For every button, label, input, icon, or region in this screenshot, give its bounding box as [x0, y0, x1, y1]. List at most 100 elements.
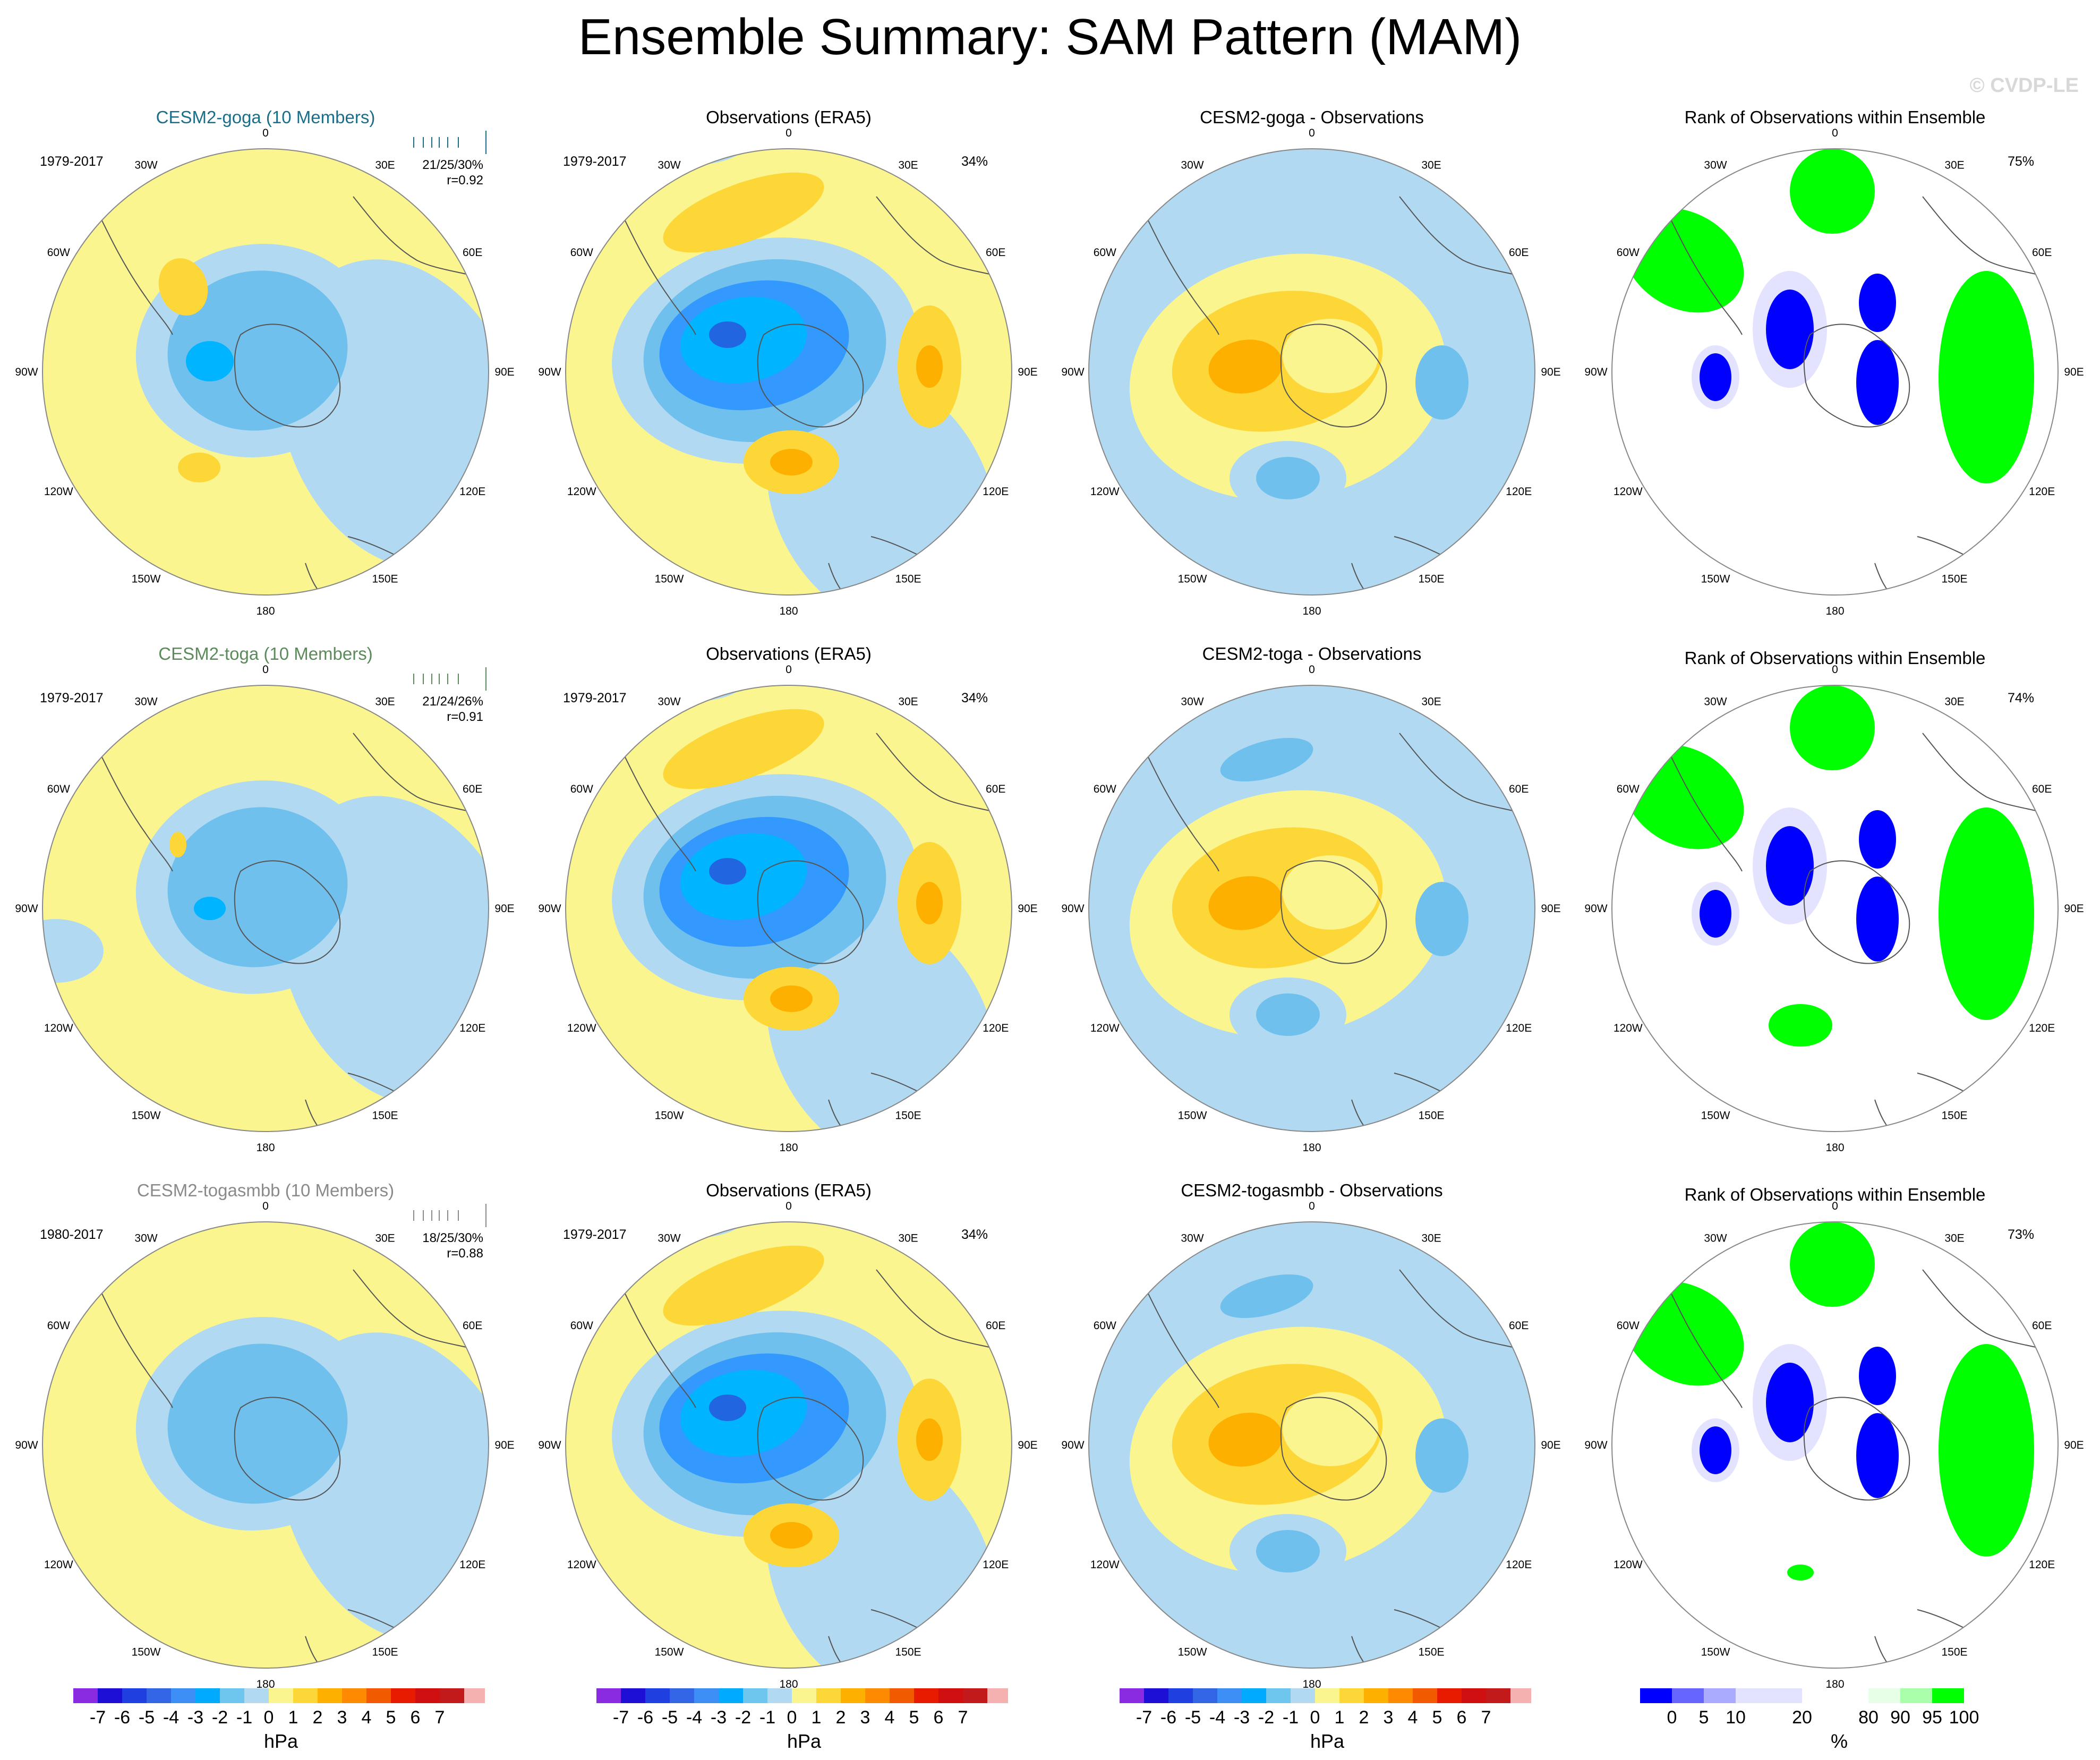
colorbar-box	[694, 1688, 719, 1703]
longitude-label: 120E	[1506, 1022, 1532, 1034]
watermark: © CVDP-LE	[1969, 74, 2079, 97]
contour-region	[186, 341, 234, 381]
coastline	[1280, 324, 1387, 428]
colorbar-tick-label: 1	[812, 1707, 822, 1728]
longitude-label: 60E	[1509, 246, 1529, 259]
polar-map: 0 30E 60E 90E 120E 150E 180 150W 120W 90W 60W 30W	[15, 1200, 514, 1689]
variance-explained: 34%	[961, 691, 988, 705]
contour-region	[158, 258, 208, 316]
longitude-label: 0	[262, 127, 269, 139]
colorbar-box	[318, 1688, 342, 1703]
stats-spread: 21/25/30%	[422, 158, 483, 172]
colorbar-box	[1486, 1688, 1510, 1703]
contour-region	[167, 270, 348, 431]
colorbar-box	[1672, 1688, 1704, 1703]
obs-panel-title: Observations (ERA5)	[706, 1180, 872, 1200]
hpa-colorbar: -7 -6 -5 -4 -3 -2 -1 0 1 2 3 4 5 6 7 hPa	[1120, 1688, 1531, 1752]
contour-region	[709, 1395, 746, 1421]
longitude-label: 30E	[1421, 159, 1441, 171]
longitude-label: 150W	[655, 573, 684, 585]
colorbar-tick-label: 20	[1792, 1707, 1812, 1728]
coastline	[305, 1099, 327, 1132]
pattern-correlation-whisker	[413, 1204, 486, 1227]
colorbar-box	[1932, 1688, 1964, 1703]
colorbar-tick-label: -7	[613, 1707, 629, 1728]
longitude-label: 120E	[983, 1559, 1009, 1571]
map-boundary	[1611, 685, 2059, 1132]
longitude-label: 150E	[1418, 573, 1444, 585]
contour-region	[709, 858, 746, 885]
longitude-label: 150E	[1941, 1110, 1967, 1122]
longitude-label: 90E	[1541, 903, 1560, 915]
longitude-label: 30W	[1181, 1232, 1203, 1244]
colorbar-box	[816, 1688, 841, 1703]
colorbar-tick-label: 4	[885, 1707, 895, 1728]
map-boundary	[42, 1221, 489, 1669]
longitude-label: 60W	[570, 1320, 593, 1332]
longitude-label: 30W	[1704, 1232, 1727, 1244]
contour-region	[709, 321, 746, 348]
colorbar-box	[1388, 1688, 1413, 1703]
longitude-label: 150W	[1701, 1646, 1730, 1659]
colorbar-tick-label: -4	[163, 1707, 179, 1728]
colorbar-box	[1704, 1688, 1736, 1703]
model-panel-title: CESM2-togasmbb (10 Members)	[136, 1180, 395, 1200]
longitude-label: 180	[1825, 605, 1844, 616]
longitude-label: 150E	[1418, 1646, 1444, 1659]
colorbar-box	[963, 1688, 987, 1703]
longitude-label: 120E	[1506, 1559, 1532, 1571]
rank-region	[1859, 274, 1896, 332]
longitude-label: 90W	[538, 366, 561, 378]
colorbar-tick-label: 2	[1359, 1707, 1369, 1728]
colorbar-box	[220, 1688, 244, 1703]
polar-map: 0 30E 60E 90E 120E 150E 180 150W 120W 90W 60W 30W	[1584, 1200, 2084, 1689]
colorbar-tick-label: 2	[313, 1707, 323, 1728]
rank-region	[1856, 877, 1899, 962]
longitude-label: 150W	[1701, 1110, 1730, 1122]
colorbar-box	[147, 1688, 171, 1703]
longitude-label: 120W	[1090, 1022, 1120, 1034]
colorbar-box	[743, 1688, 767, 1703]
longitude-label: 60W	[1094, 783, 1116, 795]
coastline	[876, 196, 999, 277]
colorbar-box	[1315, 1688, 1339, 1703]
contour-region	[1256, 993, 1320, 1036]
longitude-label: 90W	[1584, 1439, 1607, 1451]
longitude-label: 90W	[1061, 1439, 1084, 1451]
period-label: 1979-2017	[563, 154, 627, 169]
coastline	[353, 733, 476, 813]
longitude-label: 150E	[895, 1646, 921, 1659]
longitude-label: 90W	[15, 903, 38, 915]
colorbar-tick-label: 6	[411, 1707, 421, 1728]
period-label: 1979-2017	[563, 1227, 627, 1242]
stats-spread: 21/24/26%	[422, 694, 483, 709]
colorbar-tick-label: -1	[1283, 1707, 1299, 1728]
rank-region	[1787, 1565, 1814, 1580]
coastline	[757, 860, 864, 964]
colorbar-box	[792, 1688, 816, 1703]
longitude-label: 120E	[2029, 1022, 2055, 1034]
rank-region	[1766, 826, 1814, 906]
colorbar-box	[1462, 1688, 1486, 1703]
longitude-label: 150W	[132, 573, 161, 585]
longitude-label: 30E	[1421, 1232, 1441, 1244]
longitude-label: 0	[1832, 1200, 1838, 1212]
colorbar-tick-label: 3	[337, 1707, 347, 1728]
contour-region	[42, 919, 104, 983]
pattern-correlation-whisker	[413, 131, 486, 154]
colorbar-box	[1168, 1688, 1193, 1703]
longitude-label: 180	[1302, 1142, 1321, 1153]
longitude-label: 60E	[986, 1320, 1005, 1332]
obs-panel-title: Observations (ERA5)	[706, 644, 872, 664]
coastline	[305, 563, 327, 595]
colorbar-box	[195, 1688, 220, 1703]
contour-region	[770, 985, 813, 1012]
longitude-label: 90W	[1061, 366, 1084, 378]
longitude-label: 150E	[1941, 1646, 1967, 1659]
coastline	[1874, 563, 1897, 595]
rank-region	[1790, 149, 1875, 234]
colorbar-box	[244, 1688, 269, 1703]
colorbar-box	[1868, 1688, 1900, 1703]
coastline	[1803, 860, 1910, 964]
longitude-label: 60W	[47, 1320, 70, 1332]
